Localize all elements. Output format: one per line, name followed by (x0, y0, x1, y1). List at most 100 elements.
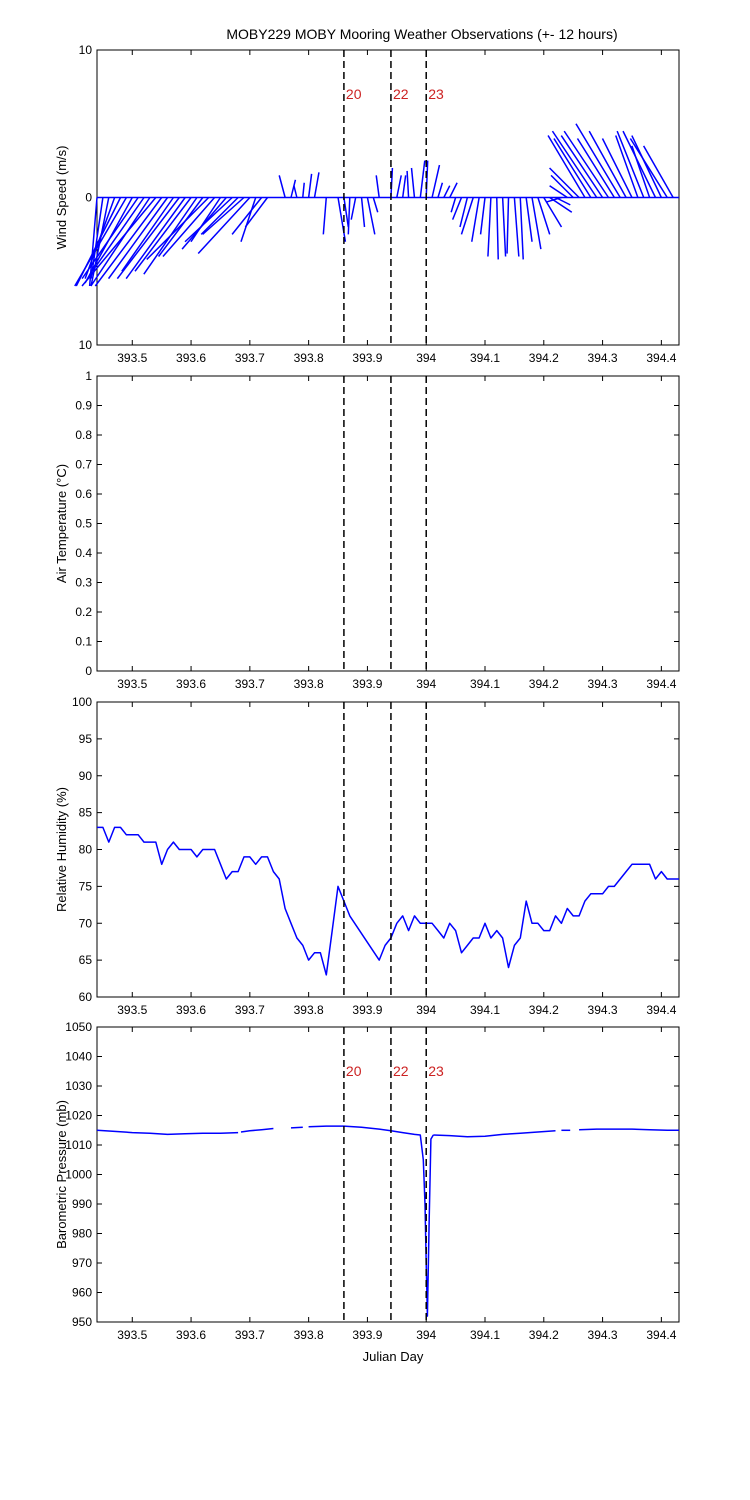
y-tick-label: 980 (72, 1227, 92, 1241)
plot-frame (96, 701, 680, 998)
y-tick-label: 0.6 (75, 487, 92, 501)
y-tick-label: 1030 (65, 1079, 92, 1093)
wind-vector (513, 197, 520, 257)
wind-vector (425, 160, 429, 198)
series-line (97, 826, 679, 976)
wind-vector (531, 197, 542, 250)
y-tick-label: 950 (72, 1315, 92, 1329)
wind-vector (360, 197, 366, 228)
x-tick-label: 394.2 (529, 1328, 559, 1342)
y-tick-label: 0 (85, 664, 92, 678)
wind-vector (244, 197, 269, 228)
wind-vector (278, 175, 286, 198)
wind-vector (506, 197, 510, 254)
wind-vector (146, 196, 210, 260)
series-line (433, 1130, 556, 1138)
x-tick-label: 393.5 (117, 677, 147, 691)
y-tick-label: 1 (85, 369, 92, 383)
wind-vector (576, 138, 615, 198)
y-tick-label: 0.1 (75, 635, 92, 649)
wind-vector (601, 138, 633, 198)
wind-vector (74, 197, 128, 287)
event-label: 22 (393, 1063, 409, 1079)
y-tick-label: 80 (79, 843, 93, 857)
wind-vector (546, 196, 562, 203)
wind-vector (622, 130, 657, 198)
wind-vector (366, 197, 376, 235)
wind-vector (525, 197, 533, 242)
wind-vector (616, 130, 645, 198)
wind-vector (372, 197, 379, 213)
x-tick-label: 394.3 (588, 677, 618, 691)
x-tick-label: 393.7 (235, 351, 265, 365)
series-line (308, 1125, 434, 1317)
wind-vector (396, 175, 402, 198)
series-line (290, 1126, 303, 1129)
y-tick-label: 95 (79, 732, 93, 746)
x-tick-label: 393.7 (235, 677, 265, 691)
plot-frame (96, 375, 680, 672)
x-tick-label: 393.7 (235, 1328, 265, 1342)
wind-vector (631, 135, 663, 198)
wind-vector (460, 197, 474, 235)
x-tick-label: 394.2 (529, 351, 559, 365)
event-label: 23 (428, 86, 444, 102)
wind-vector (350, 197, 357, 220)
wind-vector (549, 167, 580, 199)
x-tick-label: 394.3 (588, 1328, 618, 1342)
y-tick-label: 960 (72, 1286, 92, 1300)
x-tick-label: 393.7 (235, 1003, 265, 1017)
y-tick-label: 1010 (65, 1138, 92, 1152)
x-tick-label: 394 (416, 1003, 436, 1017)
y-tick-label: 970 (72, 1256, 92, 1270)
x-tick-label: 394 (416, 677, 436, 691)
event-label: 22 (393, 86, 409, 102)
x-tick-label: 393.6 (176, 351, 206, 365)
wind-vector (563, 130, 610, 198)
event-label: 23 (428, 1063, 444, 1079)
wind-vector (116, 197, 180, 280)
wind-vector (347, 197, 351, 235)
wind-vector (419, 160, 426, 198)
y-tick-label: 60 (79, 990, 93, 1004)
x-tick-label: 394.3 (588, 351, 618, 365)
wind-vector (94, 197, 163, 287)
wind-vector (162, 197, 216, 257)
wind-vector (313, 172, 320, 198)
wind-vector (471, 197, 480, 242)
wind-vector (184, 196, 233, 243)
y-tick-label: 65 (79, 953, 93, 967)
x-tick-label: 393.5 (117, 1003, 147, 1017)
wind-vector (81, 197, 139, 280)
x-tick-label: 393.8 (294, 1328, 324, 1342)
y-tick-label: 1020 (65, 1109, 92, 1123)
x-tick-label: 394.1 (470, 677, 500, 691)
wind-vector (337, 197, 347, 242)
y-tick-label: 0.9 (75, 399, 92, 413)
relative-humidity-panel: 393.5 393.6 393.7 393.8 393.9 394 394.1 394.2 39… (54, 695, 680, 1017)
wind-vector (190, 197, 222, 243)
series-line (96, 1129, 239, 1136)
y-tick-label: 0 (85, 191, 92, 205)
y-tick-label: 0.2 (75, 605, 92, 619)
wind-vector (450, 197, 457, 213)
barometric-pressure-panel: 393.5 393.6 393.7 393.8 393.9 394 394.1 394.2 39… (54, 1020, 680, 1342)
y-tick-label: 0.5 (75, 517, 92, 531)
y-tick-label: 100 (72, 695, 92, 709)
wind-vector (549, 185, 568, 199)
wind-vector (501, 197, 507, 257)
wind-vector (90, 197, 151, 287)
series-line (240, 1127, 274, 1133)
event-label: 20 (346, 1063, 362, 1079)
wind-vector (547, 135, 586, 198)
wind-vector (459, 197, 469, 228)
wind-vector (479, 197, 486, 235)
x-tick-label: 394.4 (646, 351, 676, 365)
wind-vector (90, 197, 104, 279)
x-tick-label: 393.6 (176, 677, 206, 691)
series-line (579, 1128, 679, 1132)
wind-vector (322, 197, 328, 235)
wind-vector (537, 197, 551, 235)
y-axis-label: Wind Speed (m/s) (54, 145, 69, 249)
event-label: 20 (346, 86, 362, 102)
